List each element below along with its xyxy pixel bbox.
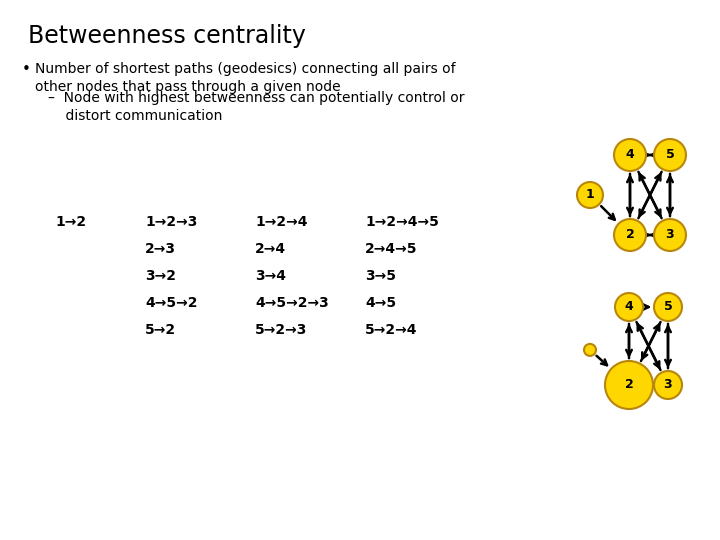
Text: 1→2→4: 1→2→4 xyxy=(255,215,307,229)
Circle shape xyxy=(577,182,603,208)
Circle shape xyxy=(605,361,653,409)
Text: 3→4: 3→4 xyxy=(255,269,286,283)
Circle shape xyxy=(614,219,646,251)
Text: 4→5→2: 4→5→2 xyxy=(145,296,197,310)
Text: 1→2→4→5: 1→2→4→5 xyxy=(365,215,439,229)
Text: 4→5: 4→5 xyxy=(365,296,396,310)
Circle shape xyxy=(654,293,682,321)
Text: Betweenness centrality: Betweenness centrality xyxy=(28,24,306,48)
Text: 5→2→3: 5→2→3 xyxy=(255,323,307,337)
Text: 1→2: 1→2 xyxy=(55,215,86,229)
Text: 2: 2 xyxy=(626,228,634,241)
Text: 5: 5 xyxy=(664,300,672,314)
Text: 5→2→4: 5→2→4 xyxy=(365,323,418,337)
Text: 1→2→3: 1→2→3 xyxy=(145,215,197,229)
Circle shape xyxy=(614,139,646,171)
Text: 2→4→5: 2→4→5 xyxy=(365,242,418,256)
Text: 3: 3 xyxy=(664,379,672,392)
Text: •: • xyxy=(22,62,31,77)
Text: 2: 2 xyxy=(625,379,634,392)
Text: 1: 1 xyxy=(585,188,595,201)
Text: 4: 4 xyxy=(626,148,634,161)
Text: Number of shortest paths (geodesics) connecting all pairs of
other nodes that pa: Number of shortest paths (geodesics) con… xyxy=(35,62,456,94)
Text: 2→3: 2→3 xyxy=(145,242,176,256)
Circle shape xyxy=(615,293,643,321)
Text: 3→5: 3→5 xyxy=(365,269,396,283)
Text: –  Node with highest betweenness can potentially control or
    distort communic: – Node with highest betweenness can pote… xyxy=(48,91,464,124)
Text: 3→2: 3→2 xyxy=(145,269,176,283)
Text: 3: 3 xyxy=(666,228,675,241)
Text: 4→5→2→3: 4→5→2→3 xyxy=(255,296,329,310)
Text: 2→4: 2→4 xyxy=(255,242,286,256)
Circle shape xyxy=(654,219,686,251)
Circle shape xyxy=(654,371,682,399)
Circle shape xyxy=(654,139,686,171)
Text: 5→2: 5→2 xyxy=(145,323,176,337)
Circle shape xyxy=(584,344,596,356)
Text: 4: 4 xyxy=(625,300,634,314)
Text: 5: 5 xyxy=(665,148,675,161)
